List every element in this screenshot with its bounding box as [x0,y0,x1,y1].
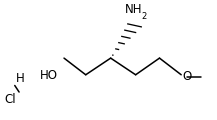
Text: 2: 2 [141,12,146,21]
Text: Cl: Cl [4,93,16,106]
Text: O: O [182,70,192,83]
Text: H: H [16,72,25,85]
Text: NH: NH [125,3,142,16]
Text: HO: HO [39,69,58,82]
